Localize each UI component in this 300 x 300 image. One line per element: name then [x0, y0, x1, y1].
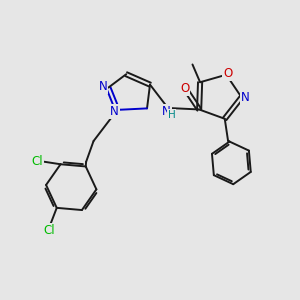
- Text: N: N: [99, 80, 107, 93]
- Text: O: O: [180, 82, 190, 95]
- Text: H: H: [168, 110, 176, 119]
- Text: N: N: [162, 105, 171, 118]
- Text: N: N: [241, 91, 250, 104]
- Text: Cl: Cl: [32, 155, 44, 168]
- Text: N: N: [110, 105, 119, 118]
- Text: O: O: [223, 67, 232, 80]
- Text: Cl: Cl: [44, 224, 55, 237]
